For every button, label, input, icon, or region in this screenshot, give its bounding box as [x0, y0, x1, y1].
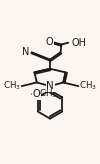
Text: CH$_3$: CH$_3$ — [39, 88, 56, 100]
Text: OH: OH — [72, 38, 87, 48]
Text: CH$_3$: CH$_3$ — [79, 80, 97, 92]
Text: CH$_3$: CH$_3$ — [3, 80, 21, 92]
Text: N: N — [46, 81, 54, 91]
Text: O: O — [46, 37, 53, 47]
Text: O: O — [33, 89, 40, 99]
Text: N: N — [22, 47, 29, 57]
